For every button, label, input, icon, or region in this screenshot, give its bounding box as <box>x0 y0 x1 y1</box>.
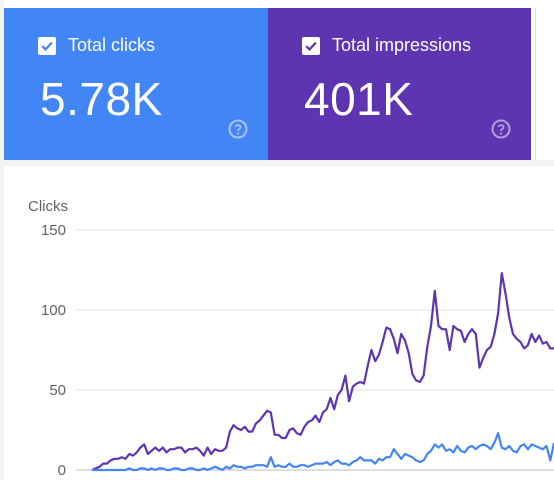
checkbox-checked-icon[interactable] <box>302 36 320 55</box>
total-clicks-card[interactable]: Total clicks 5.78K <box>4 8 268 160</box>
y-tick-label: 0 <box>58 462 66 479</box>
total-clicks-label: Total clicks <box>68 35 156 55</box>
y-tick-label: 150 <box>41 222 66 239</box>
metric-cards: Total clicks 5.78K Total impressions 401… <box>4 0 554 160</box>
total-impressions-value: 401K <box>304 73 414 125</box>
total-impressions-label: Total impressions <box>332 35 472 55</box>
checkbox-checked-icon[interactable] <box>38 36 56 55</box>
help-icon[interactable] <box>491 119 511 139</box>
y-tick-label: 100 <box>41 302 66 319</box>
total-clicks-value: 5.78K <box>40 73 163 125</box>
performance-chart: Clicks 0 50 100 150 <box>4 166 554 480</box>
help-icon[interactable] <box>228 119 248 139</box>
y-tick-label: 50 <box>49 382 66 399</box>
y-axis-label: Clicks <box>28 198 68 215</box>
card-divider <box>535 8 536 160</box>
clicks-series-line <box>92 432 554 472</box>
chart-canvas: Clicks 0 50 100 150 <box>28 198 554 479</box>
impressions-series-line <box>91 272 554 472</box>
total-impressions-card[interactable]: Total impressions 401K <box>268 8 531 160</box>
